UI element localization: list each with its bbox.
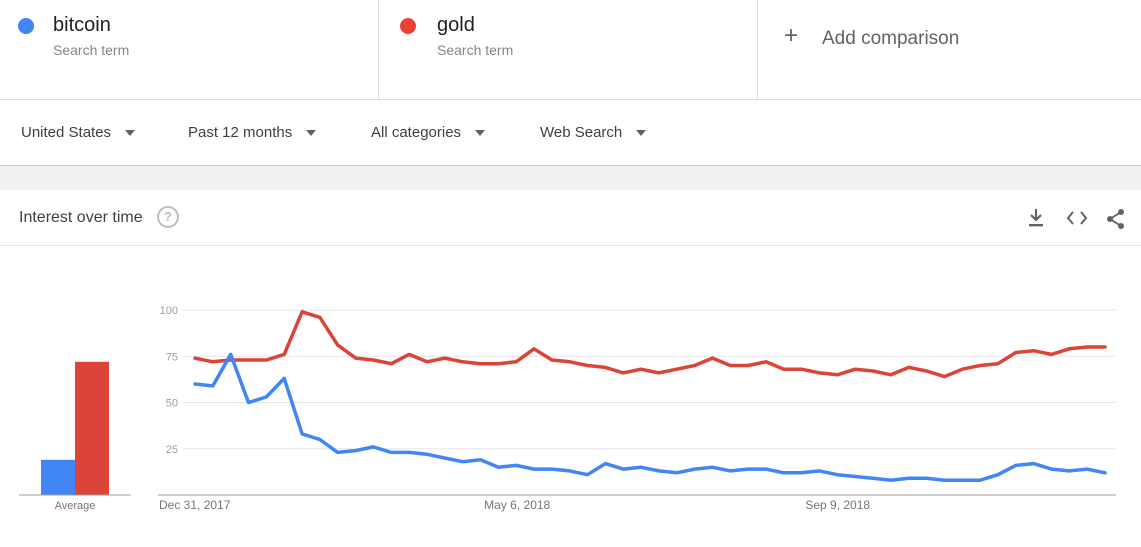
category-dropdown[interactable]: All categories — [371, 124, 486, 141]
region-dropdown[interactable]: United States — [21, 124, 136, 141]
average-bar-bitcoin — [41, 459, 75, 495]
term-bitcoin[interactable]: bitcoin Search term — [0, 0, 379, 100]
chevron-down-icon — [306, 129, 317, 136]
y-tick-label: 25 — [166, 444, 178, 456]
average-label: Average — [55, 500, 96, 512]
card-header: Interest over time ? — [0, 190, 1141, 246]
bitcoin-color-dot-icon — [18, 18, 34, 34]
term-subtitle: Search term — [437, 42, 514, 58]
y-tick-label: 50 — [166, 398, 178, 410]
search-type-dropdown[interactable]: Web Search — [540, 124, 647, 141]
category-value: All categories — [371, 124, 462, 141]
search-terms-bar: bitcoin Search term gold Search term + A… — [0, 0, 1141, 100]
time-value: Past 12 months — [188, 124, 293, 141]
y-tick-label: 75 — [166, 351, 178, 363]
term-subtitle: Search term — [53, 42, 130, 58]
filter-bar: United States Past 12 months All categor… — [0, 100, 1141, 166]
average-bars: Average — [19, 361, 131, 512]
add-comparison-label: Add comparison — [822, 28, 960, 49]
series-line-gold — [193, 310, 1107, 379]
average-bar-gold — [75, 361, 109, 495]
chart-series — [193, 310, 1107, 482]
interest-over-time-chart: Average 100 75 50 25 Dec 31, 2017 May 6, 201… — [19, 305, 1116, 512]
chevron-down-icon — [475, 129, 486, 136]
x-axis-ticks: Dec 31, 2017 May 6, 2018 Sep 9, 2018 — [159, 498, 870, 512]
chevron-down-icon — [125, 129, 136, 136]
help-icon[interactable]: ? — [157, 206, 179, 228]
add-comparison-button[interactable]: + Add comparison — [758, 0, 1141, 99]
region-value: United States — [21, 124, 112, 141]
time-dropdown[interactable]: Past 12 months — [188, 124, 317, 141]
term-gold[interactable]: gold Search term — [379, 0, 758, 100]
gold-color-dot-icon — [400, 18, 416, 34]
x-tick-label: Dec 31, 2017 — [159, 498, 231, 512]
y-tick-label: 100 — [160, 305, 178, 317]
embed-icon[interactable] — [1066, 208, 1088, 233]
term-name[interactable]: bitcoin — [53, 14, 111, 36]
section-gap — [0, 166, 1141, 190]
x-tick-label: May 6, 2018 — [484, 498, 550, 512]
download-icon[interactable] — [1027, 208, 1045, 233]
card-title: Interest over time — [19, 209, 143, 226]
search-type-value: Web Search — [540, 124, 623, 141]
x-tick-label: Sep 9, 2018 — [805, 498, 870, 512]
chevron-down-icon — [636, 129, 647, 136]
series-line-bitcoin — [193, 352, 1107, 482]
chart-grid: 100 75 50 25 — [158, 305, 1116, 496]
share-icon[interactable] — [1106, 208, 1126, 235]
plus-icon: + — [784, 22, 799, 49]
term-name[interactable]: gold — [437, 14, 475, 36]
